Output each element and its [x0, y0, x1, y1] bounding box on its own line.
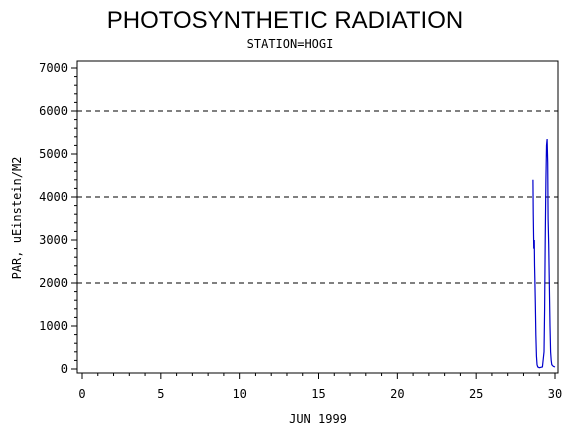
x-tick-label: 10	[232, 387, 246, 401]
y-tick-label: 2000	[39, 276, 68, 290]
x-tick-label: 15	[311, 387, 325, 401]
x-axis: 0 5 10 15 20 25 30	[78, 373, 562, 401]
y-tick-label: 0	[61, 362, 68, 376]
y-tick-label: 4000	[39, 190, 68, 204]
y-tick-label: 6000	[39, 104, 68, 118]
plot-frame	[76, 60, 559, 374]
y-axis: 0 1000 2000 3000 4000 5000 6000 7000	[39, 61, 77, 376]
y-tick-label: 5000	[39, 147, 68, 161]
chart-title: PHOTOSYNTHETIC RADIATION	[107, 7, 463, 34]
chart-subtitle: STATION=HOGI	[247, 37, 334, 51]
par-series-line	[532, 138, 556, 369]
x-tick-label: 20	[390, 387, 404, 401]
reference-lines	[77, 110, 558, 284]
y-tick-label: 1000	[39, 319, 68, 333]
y-tick-label: 7000	[39, 61, 68, 75]
y-axis-label: PAR, uEinstein/M2	[10, 157, 24, 280]
x-axis-label: JUN 1999	[289, 412, 347, 426]
y-tick-label: 3000	[39, 233, 68, 247]
x-tick-label: 5	[157, 387, 164, 401]
x-tick-label: 30	[548, 387, 562, 401]
x-tick-label: 25	[469, 387, 483, 401]
x-tick-label: 0	[78, 387, 85, 401]
